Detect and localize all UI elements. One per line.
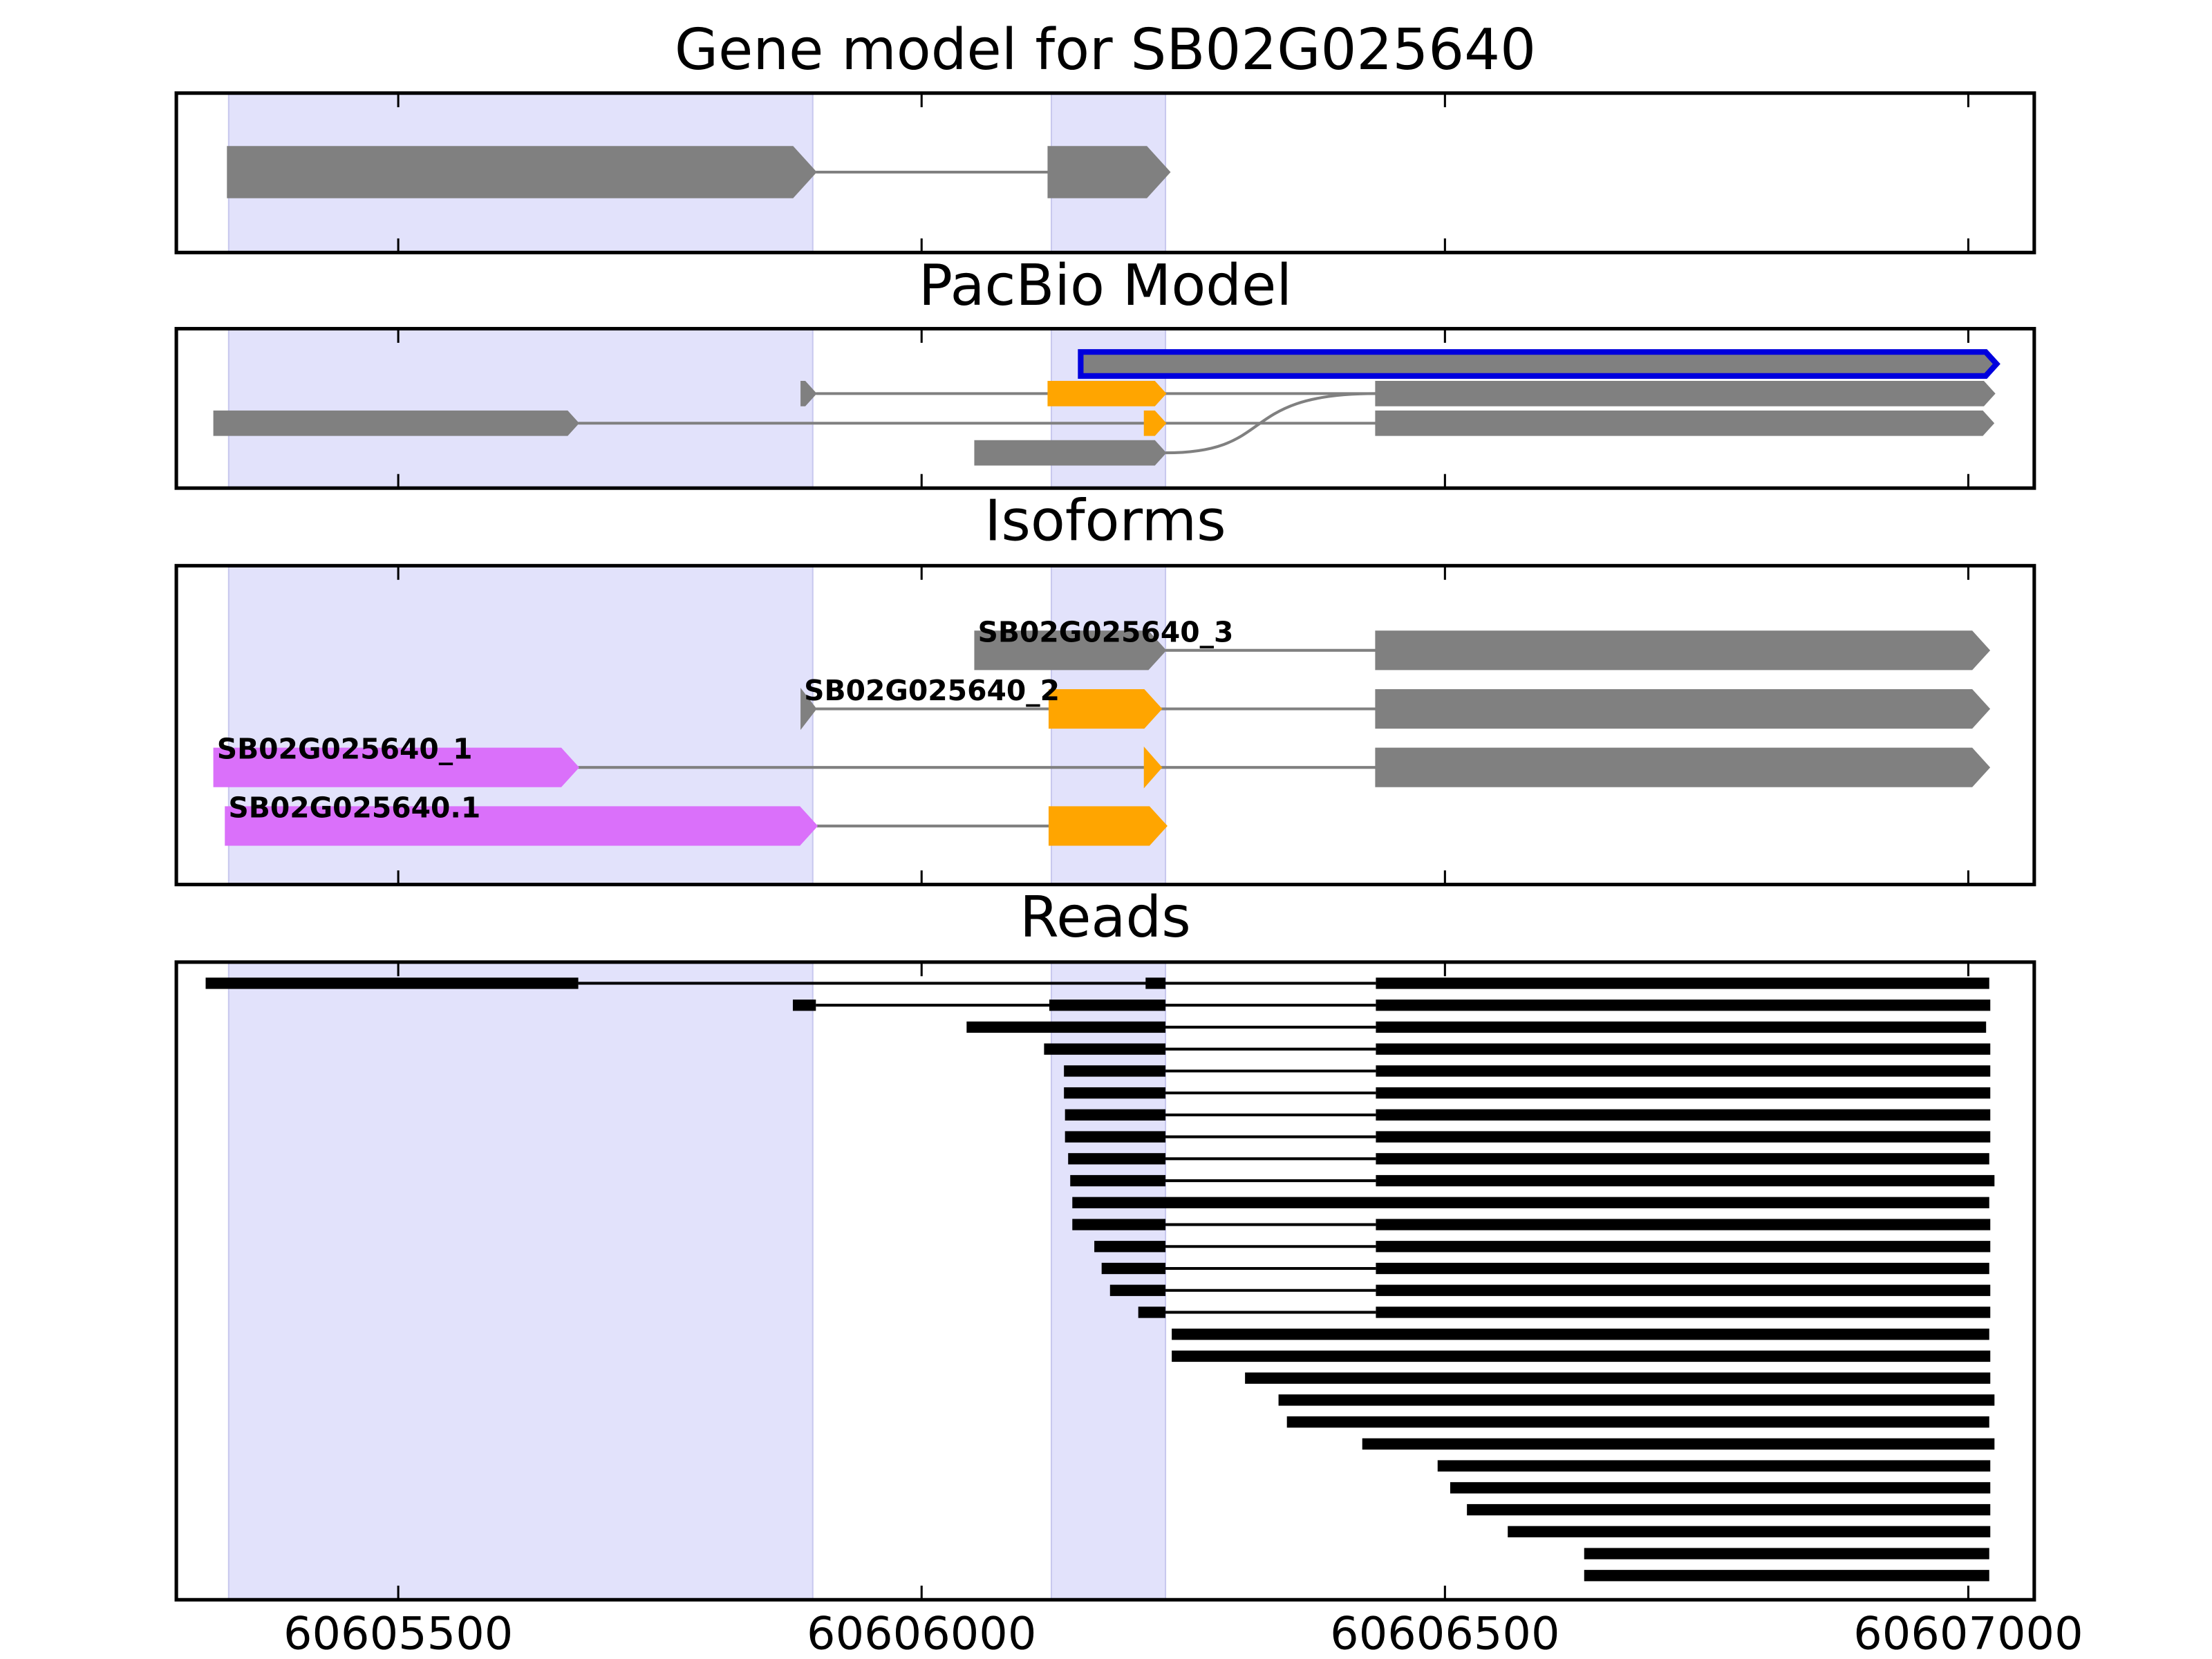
read-block [1072, 1219, 1166, 1230]
x-tick-label: 60607000 [1853, 1607, 2083, 1659]
highlight-region [1050, 961, 1167, 1601]
read-block [1064, 1065, 1166, 1077]
read-block [1437, 1460, 1991, 1472]
read-block [1064, 1087, 1166, 1099]
isoform-label: SB02G025640_2 [804, 674, 1060, 707]
read-block [1070, 1174, 1166, 1187]
read-block [792, 1000, 816, 1011]
read-block [1376, 1262, 1989, 1275]
read-block [966, 1021, 1166, 1033]
exon [1375, 747, 1991, 787]
read-block [1362, 1438, 1995, 1450]
read-block [1376, 1109, 1991, 1121]
read-block [1376, 1087, 1991, 1099]
read-block [1376, 1241, 1991, 1253]
read-block [1109, 1284, 1166, 1296]
x-tick-label: 60606500 [1330, 1607, 1559, 1659]
read-block [1286, 1416, 1989, 1428]
read-block [1145, 977, 1166, 989]
exon [1143, 410, 1167, 436]
read-block [1376, 1284, 1991, 1296]
read-block [1508, 1526, 1991, 1537]
exon [1375, 630, 1991, 671]
read-block [1072, 1197, 1989, 1208]
isoform-label: SB02G025640.1 [228, 791, 480, 824]
panel-frame [174, 91, 2036, 254]
panel-title: Gene model for SB02G025640 [675, 17, 1536, 83]
read-block [1068, 1153, 1166, 1165]
exon [1048, 688, 1163, 729]
exon [800, 687, 817, 731]
exon [974, 440, 1167, 466]
exon [227, 146, 817, 198]
exon [1375, 688, 1991, 729]
panel-frame [174, 326, 2036, 490]
panel-frame [174, 960, 2036, 1602]
read-block [1138, 1306, 1166, 1318]
read-block [1376, 1131, 1991, 1143]
highlight-region [227, 328, 814, 489]
exon [225, 806, 818, 846]
read-block [1278, 1394, 1995, 1406]
exon [213, 410, 579, 436]
read-block [1450, 1482, 1991, 1494]
read-block [205, 977, 579, 989]
x-tick-label: 60605500 [283, 1607, 513, 1659]
read-block [1467, 1503, 1991, 1516]
intron-link [1165, 392, 1376, 455]
panel-title: PacBio Model [919, 253, 1292, 319]
read-block [1376, 1043, 1991, 1055]
read-block [1245, 1372, 1991, 1384]
exon [213, 747, 579, 787]
read-block [1044, 1043, 1166, 1055]
exon [974, 630, 1167, 671]
highlight-region [227, 961, 814, 1601]
panel-title: Isoforms [984, 489, 1226, 554]
exon [1143, 746, 1163, 789]
read-block [1376, 1306, 1991, 1318]
read-block [1376, 977, 1989, 989]
isoform-label: SB02G025640_3 [978, 615, 1234, 648]
exon [1047, 146, 1171, 198]
exon [1048, 806, 1168, 846]
exon [1375, 381, 1996, 406]
x-tick-label: 60606000 [807, 1607, 1036, 1659]
read-block [1584, 1548, 1989, 1559]
read-block [1376, 1065, 1991, 1077]
read-block [1065, 1109, 1166, 1121]
read-block [1049, 1000, 1166, 1011]
exon [800, 381, 817, 406]
exon [1047, 381, 1167, 406]
isoform-label: SB02G025640_1 [217, 733, 473, 766]
read-block [1172, 1350, 1991, 1362]
read-block [1376, 1021, 1987, 1033]
panel-frame [174, 563, 2036, 887]
exon [1375, 410, 1995, 436]
read-block [1376, 1174, 1995, 1187]
read-block [1172, 1329, 1989, 1340]
read-block [1065, 1131, 1166, 1143]
panel-title: Reads [1020, 885, 1191, 950]
read-block [1376, 1219, 1991, 1230]
exon [1078, 349, 2000, 379]
read-block [1101, 1262, 1166, 1275]
read-block [1584, 1570, 1989, 1582]
read-block [1376, 1153, 1989, 1165]
read-block [1376, 1000, 1991, 1011]
read-block [1094, 1241, 1166, 1253]
